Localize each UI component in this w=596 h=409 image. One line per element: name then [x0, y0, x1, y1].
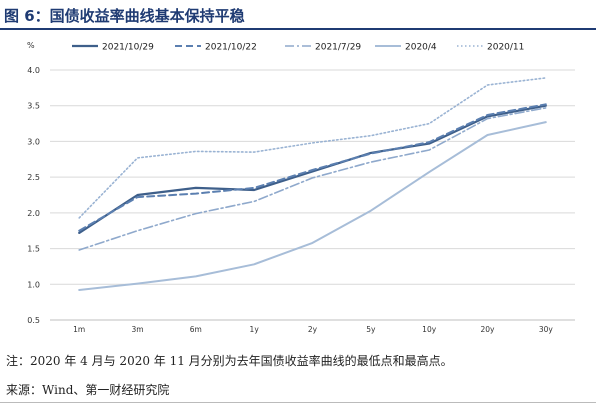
x-tick-label: 1y — [250, 325, 260, 334]
legend-label: 2020/11 — [487, 43, 524, 53]
y-tick-label: 2.0 — [27, 209, 40, 218]
x-tick-label: 2y — [308, 325, 318, 334]
legend-label: 2021/7/29 — [315, 43, 361, 53]
series-line-2021-10-22 — [78, 103, 547, 232]
series-line-2020-11 — [78, 77, 547, 219]
y-tick-label: 3.0 — [27, 137, 40, 146]
x-tick-label: 3m — [131, 325, 143, 334]
chart-container: 0.5 1.0 1.5 2.0 2.5 3.0 3.5 4.0% 1m 3m 6m 1y 2y 5y 10y… — [0, 32, 596, 342]
x-tick-label: 5y — [366, 325, 376, 334]
y-tick-label: 0.5 — [27, 316, 40, 325]
y-tick-label: 1.0 — [27, 280, 40, 289]
bottom-divider — [0, 402, 596, 403]
figure-source: 来源：Wind、第一财经研究院 — [6, 383, 170, 397]
y-tick-label: 2.5 — [27, 173, 40, 182]
x-tick-label: 1m — [73, 325, 85, 334]
y-axis-unit: % — [27, 41, 35, 50]
x-tick-label: 30y — [539, 325, 554, 334]
figure-title: 图 6：国债收益率曲线基本保持平稳 — [4, 7, 245, 25]
series-line-2020-4 — [78, 121, 547, 291]
x-tick-label: 10y — [422, 325, 437, 334]
figure-title-bar: 图 6：国债收益率曲线基本保持平稳 — [0, 0, 596, 30]
series-line-2021-10-29 — [78, 104, 547, 234]
legend-label: 2021/10/22 — [205, 43, 257, 53]
x-tick-label: 6m — [190, 325, 202, 334]
figure-note: 注：2020 年 4 月与 2020 年 11 月分别为去年国债收益率曲线的最低… — [6, 354, 453, 368]
y-tick-label: 4.0 — [27, 66, 40, 75]
y-tick-label: 1.5 — [27, 245, 40, 254]
legend-label: 2020/4 — [405, 43, 437, 53]
series-line-2021-7-29 — [78, 107, 547, 251]
yield-curve-chart: 0.5 1.0 1.5 2.0 2.5 3.0 3.5 4.0% 1m 3m 6m 1y 2y 5y 10y… — [27, 41, 575, 334]
y-tick-label: 3.5 — [27, 102, 40, 111]
x-tick-label: 20y — [481, 325, 496, 334]
legend-label: 2021/10/29 — [102, 43, 154, 53]
